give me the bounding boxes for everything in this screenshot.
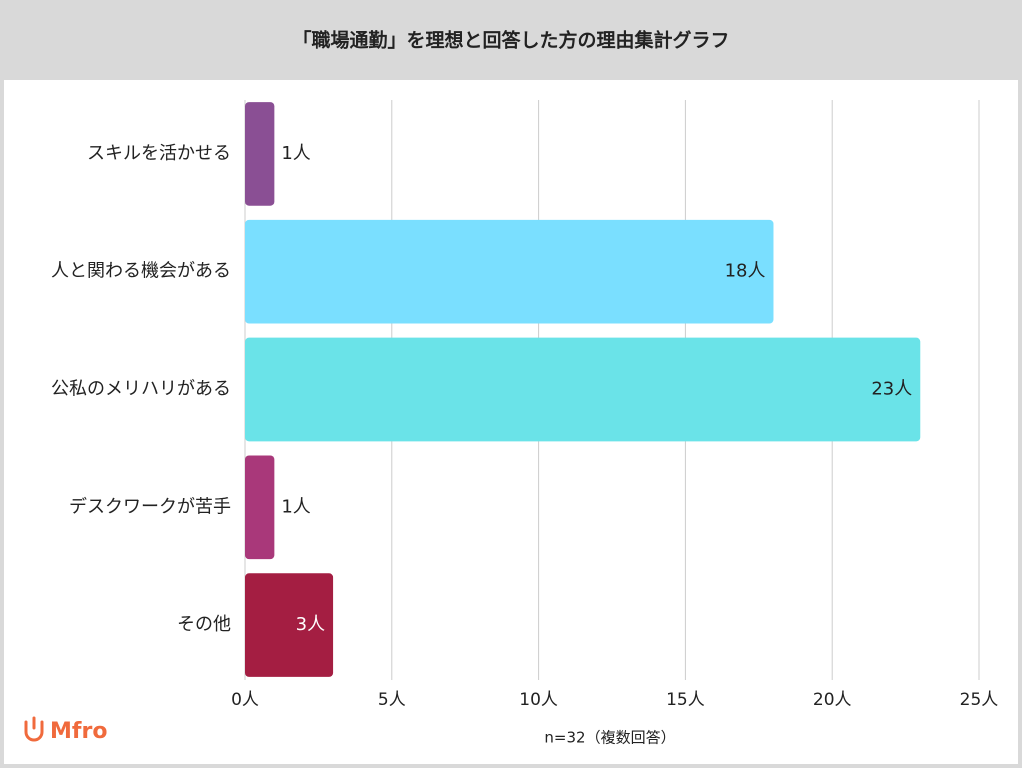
- note: n=32（複数回答）: [544, 729, 675, 747]
- y-tick-label: 公私のメリハリがある: [51, 379, 231, 400]
- logo: Mfro: [24, 716, 107, 744]
- logo-icon: [24, 716, 44, 742]
- y-tick-label: デスクワークが苦手: [69, 496, 231, 517]
- x-tick-label: 25人: [960, 690, 999, 710]
- header-band: [0, 0, 1022, 80]
- chart-title: 「職場通勤」を理想と回答した方の理由集計グラフ: [292, 29, 729, 52]
- value-label: 1人: [281, 143, 310, 164]
- y-tick-label: その他: [177, 614, 231, 635]
- x-tick-label: 20人: [813, 690, 852, 710]
- value-label: 3人: [296, 614, 325, 635]
- logo-text: Mfro: [50, 719, 107, 744]
- bar: [245, 573, 334, 677]
- y-tick-label: 人と関わる機会がある: [51, 261, 231, 282]
- x-tick-label: 10人: [519, 690, 558, 710]
- x-tick-label: 5人: [378, 690, 406, 710]
- bar: [245, 337, 921, 442]
- x-tick-label: 0人: [231, 690, 259, 710]
- bar: [245, 102, 275, 206]
- value-label: 23人: [871, 379, 912, 400]
- value-label: 18人: [725, 261, 766, 282]
- bar: [245, 455, 275, 560]
- x-tick-label: 15人: [666, 690, 705, 710]
- bar: [245, 219, 774, 324]
- y-tick-label: スキルを活かせる: [87, 143, 231, 164]
- value-label: 1人: [281, 496, 310, 517]
